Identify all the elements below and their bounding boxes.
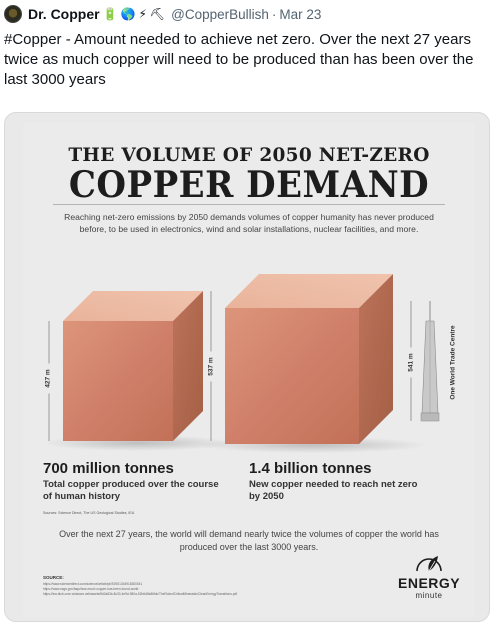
- small-cube: [63, 291, 203, 441]
- energy-minute-logo: ENERGY minute: [398, 551, 460, 611]
- sources-note: Sources: Science Direct, The US Geologic…: [43, 511, 135, 515]
- pick-emoji-icon: ⛏: [149, 7, 166, 21]
- infographic-intro: Reaching net-zero emissions by 2050 dema…: [64, 212, 434, 234]
- globe-emoji-icon: 🌎: [120, 7, 136, 21]
- large-cube-height-label: 537 m: [207, 351, 215, 382]
- infographic-summary: Over the next 27 years, the world will d…: [59, 529, 439, 552]
- tweet-text: #Copper - Amount needed to achieve net z…: [4, 31, 474, 88]
- large-cube-front: [225, 308, 359, 444]
- historic-copper-description: Total copper produced over the course of…: [43, 479, 219, 502]
- tweet-media-image[interactable]: THE VOLUME OF 2050 NET-ZERO COPPER DEMAN…: [4, 112, 490, 622]
- tower-name-label: One World Trade Centre: [449, 325, 457, 400]
- infographic-title-line2: COPPER DEMAND: [68, 163, 430, 207]
- logo-minute-text: minute: [415, 591, 443, 600]
- source-link: https://www.sciencedirect.com/science/ar…: [43, 582, 143, 586]
- small-cube-side: [173, 291, 203, 441]
- avatar[interactable]: [4, 5, 22, 23]
- battery-emoji-icon: 🔋: [102, 7, 118, 21]
- lightning-emoji-icon: ⚡: [138, 7, 147, 21]
- logo-energy-text: ENERGY: [398, 575, 461, 591]
- user-handle[interactable]: @CopperBullish: [171, 6, 269, 22]
- small-cube-front: [63, 321, 173, 441]
- source-link: https://iea.blob.core.windows.net/assets…: [43, 592, 238, 596]
- one-world-trade-centre-icon: [420, 301, 440, 422]
- source-label: SOURCE:: [43, 575, 64, 580]
- netzero-copper-description: New copper needed to reach net zero by 2…: [249, 479, 418, 502]
- large-cube-top: [225, 274, 393, 308]
- display-name[interactable]: Dr. Copper: [28, 6, 100, 22]
- netzero-copper-amount: 1.4 billion tonnes: [249, 460, 372, 477]
- tweet-header: Dr. Copper 🔋 🌎 ⚡ ⛏ @CopperBullish · Mar …: [4, 4, 321, 24]
- tweet-date[interactable]: Mar 23: [279, 6, 322, 22]
- small-cube-top: [63, 291, 203, 321]
- tower-height-label: 541 m: [407, 347, 415, 378]
- cube-illustration: [43, 274, 440, 453]
- gauge-leaf-icon: [416, 556, 442, 572]
- separator-dot: ·: [271, 6, 277, 22]
- infographic: THE VOLUME OF 2050 NET-ZERO COPPER DEMAN…: [23, 123, 475, 617]
- large-cube: [225, 274, 393, 444]
- title-divider: [53, 204, 445, 205]
- source-link: https://www.usgs.gov/faqs/how-much-coppe…: [43, 587, 139, 591]
- historic-copper-amount: 700 million tonnes: [43, 460, 174, 477]
- large-cube-side: [359, 274, 393, 444]
- small-cube-height-label: 427 m: [44, 363, 52, 394]
- infographic-title-line1: THE VOLUME OF 2050 NET-ZERO: [68, 145, 430, 166]
